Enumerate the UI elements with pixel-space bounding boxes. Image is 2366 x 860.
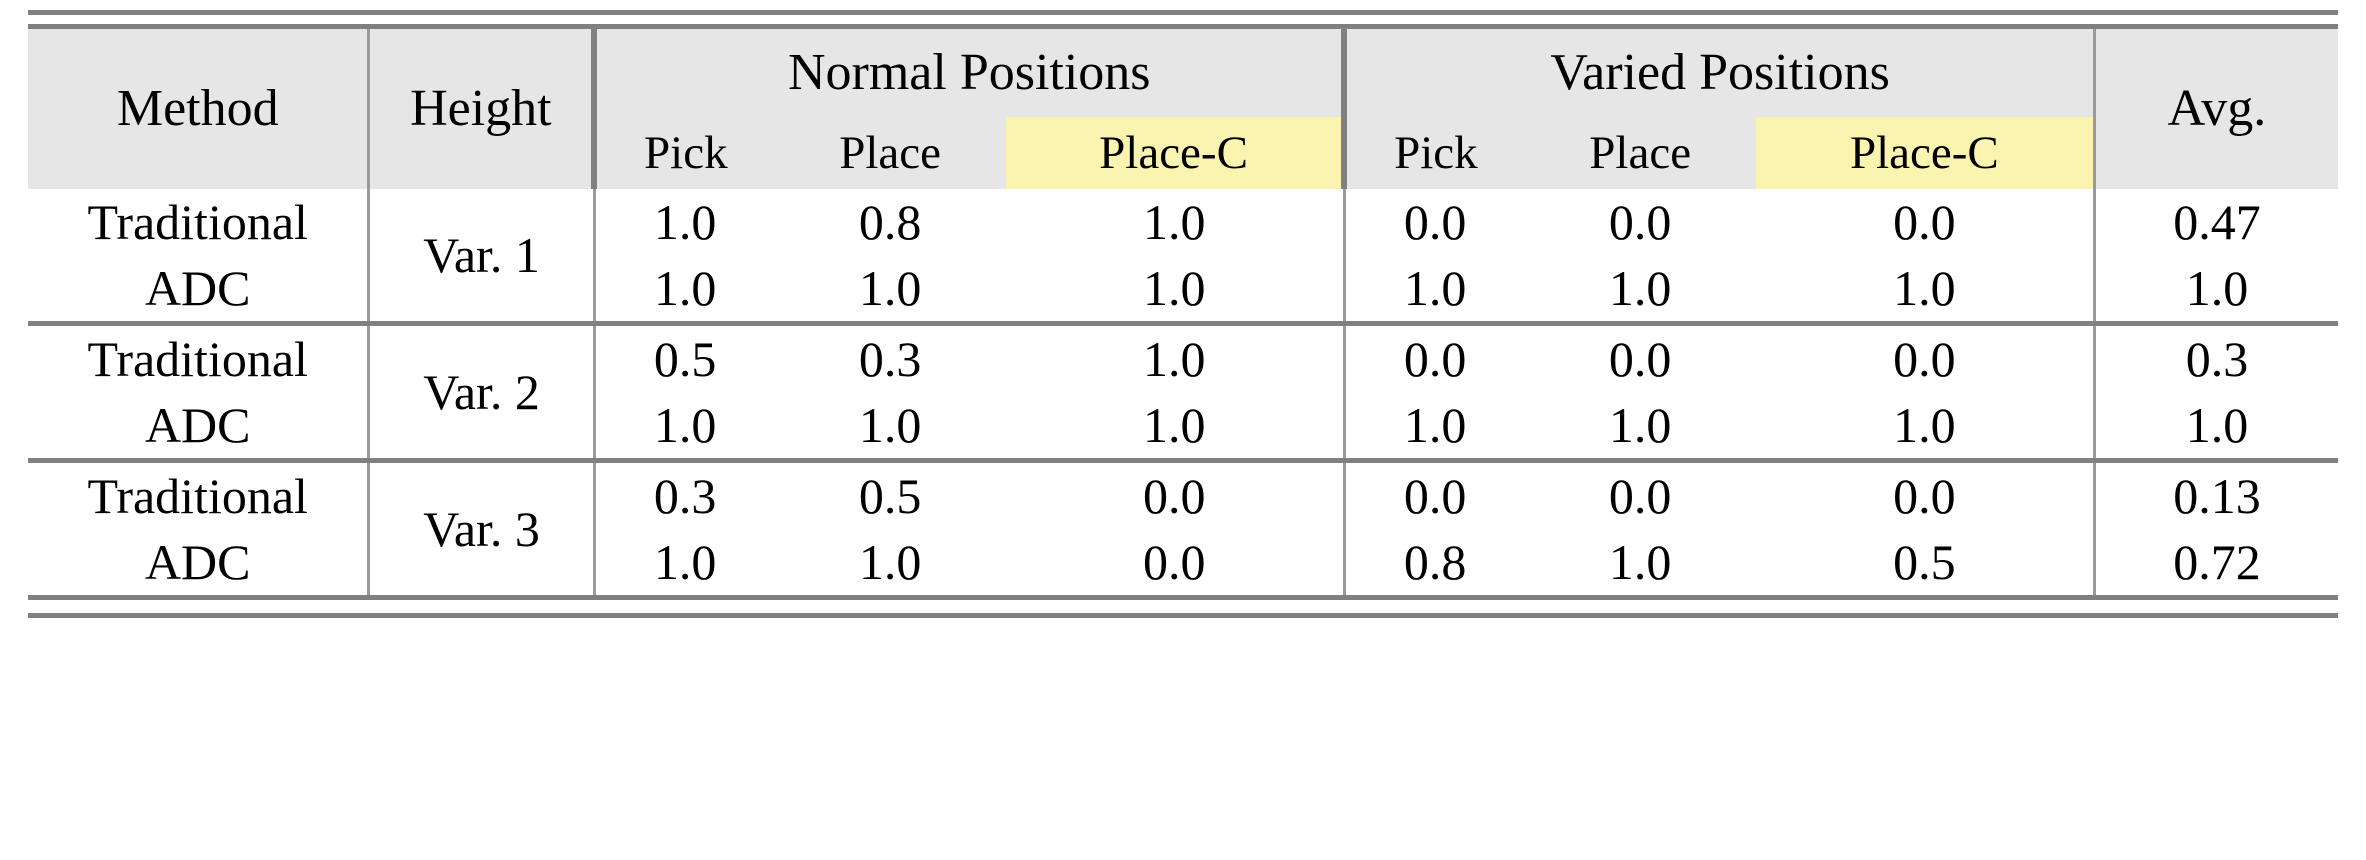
cell-method: ADC xyxy=(28,255,371,324)
cell-varied-place-c: 1.0 xyxy=(1755,255,2096,324)
cell-varied-pick: 0.0 xyxy=(1403,194,1467,250)
table-body: Traditional Var. 1 1.0 0.8 1.0 0.0 0.0 0… xyxy=(28,189,2338,595)
cell-avg: 0.13 xyxy=(2094,458,2338,529)
column-header-varied-place-c: Place-C xyxy=(1755,117,2096,189)
cell-varied-place-c: 0.5 xyxy=(1755,529,2096,595)
cell-method: Traditional xyxy=(28,321,371,392)
cell-method: ADC xyxy=(28,529,371,595)
cell-avg: 1.0 xyxy=(2185,260,2249,316)
cell-varied-pick: 0.0 xyxy=(1344,321,1525,392)
cell-normal-place: 1.0 xyxy=(858,534,922,590)
cell-height: Var. 2 xyxy=(368,321,596,461)
table-top-outer-rule xyxy=(28,10,2338,15)
column-header-normal-place: Place xyxy=(774,117,1006,189)
cell-method: Traditional xyxy=(28,189,371,255)
cell-normal-pick: 1.0 xyxy=(653,534,717,590)
cell-normal-pick: 0.5 xyxy=(594,321,775,392)
column-header-varied-pick: Pick xyxy=(1344,117,1525,189)
table-row: Traditional Var. 2 0.5 0.3 1.0 0.0 0.0 0… xyxy=(28,321,2338,461)
cell-varied-pick: 0.0 xyxy=(1344,458,1525,529)
column-header-normal-pick: Pick xyxy=(594,117,775,189)
column-header-normal-place-c: Place-C xyxy=(1005,117,1348,189)
cell-normal-place-c: 1.0 xyxy=(1005,392,1346,461)
cell-normal-place: 1.0 xyxy=(858,260,922,316)
cell-varied-pick: 1.0 xyxy=(1403,260,1467,316)
header-sub-row: Pick Place Place-C Pick Place Place-C xyxy=(28,117,2338,189)
column-header-method: Method xyxy=(28,29,371,189)
table-row: ADC 1.0 1.0 0.0 0.8 1.0 0.5 0.72 xyxy=(28,529,2338,595)
cell-varied-place: 0.0 xyxy=(1608,194,1672,250)
cell-varied-place-c: 0.0 xyxy=(1755,321,2096,392)
cell-normal-place-c: 0.0 xyxy=(1005,458,1346,529)
cell-varied-place: 0.0 xyxy=(1524,321,1756,392)
cell-normal-pick: 1.0 xyxy=(653,260,717,316)
results-table-container: Method Height Normal Positions Varied Po… xyxy=(28,10,2338,618)
column-header-avg: Avg. xyxy=(2094,29,2338,189)
cell-method: Traditional xyxy=(28,458,371,529)
table-bottom-outer-rule xyxy=(28,613,2338,618)
column-group-header-varied-positions: Varied Positions xyxy=(1344,29,2096,117)
cell-normal-place: 0.3 xyxy=(774,321,1006,392)
cell-varied-place-c: 1.0 xyxy=(1755,392,2096,461)
cell-avg: 0.72 xyxy=(2173,534,2261,590)
table-row: ADC 1.0 1.0 1.0 1.0 1.0 1.0 1.0 xyxy=(28,255,2338,324)
cell-height: Var. 3 xyxy=(368,458,596,595)
table-bottom-inner-rule xyxy=(28,595,2338,600)
cell-varied-place-c: 0.0 xyxy=(1755,189,2096,255)
table-top-rule-gap xyxy=(28,15,2338,24)
cell-varied-place: 1.0 xyxy=(1608,397,1672,453)
column-header-height: Height xyxy=(368,29,598,189)
cell-avg: 1.0 xyxy=(2185,397,2249,453)
cell-varied-pick: 1.0 xyxy=(1403,397,1467,453)
table-header: Method Height Normal Positions Varied Po… xyxy=(28,29,2338,189)
cell-varied-place-c: 0.0 xyxy=(1755,458,2096,529)
table-row: ADC 1.0 1.0 1.0 1.0 1.0 1.0 1.0 xyxy=(28,392,2338,461)
cell-varied-place: 1.0 xyxy=(1608,534,1672,590)
table-row: Traditional Var. 3 0.3 0.5 0.0 0.0 0.0 0… xyxy=(28,458,2338,595)
table-top-inner-rule xyxy=(28,24,2338,29)
cell-normal-place-c: 0.0 xyxy=(1005,529,1346,595)
cell-varied-place: 0.0 xyxy=(1524,458,1756,529)
cell-normal-place-c: 1.0 xyxy=(1005,189,1346,255)
cell-height: Var. 1 xyxy=(368,189,596,324)
cell-normal-place: 0.5 xyxy=(774,458,1006,529)
cell-normal-place-c: 1.0 xyxy=(1005,321,1346,392)
column-group-header-normal-positions: Normal Positions xyxy=(594,29,1348,117)
cell-varied-pick: 0.8 xyxy=(1403,534,1467,590)
results-table: Method Height Normal Positions Varied Po… xyxy=(28,29,2338,595)
cell-avg: 0.47 xyxy=(2173,194,2261,250)
cell-varied-place: 1.0 xyxy=(1608,260,1672,316)
cell-normal-pick: 1.0 xyxy=(653,194,717,250)
cell-normal-pick: 1.0 xyxy=(653,397,717,453)
cell-normal-place: 0.8 xyxy=(858,194,922,250)
cell-avg: 0.3 xyxy=(2094,321,2338,392)
table-bottom-rule-gap xyxy=(28,600,2338,613)
cell-method: ADC xyxy=(28,392,371,461)
table-row: Traditional Var. 1 1.0 0.8 1.0 0.0 0.0 0… xyxy=(28,189,2338,324)
column-header-varied-place: Place xyxy=(1524,117,1756,189)
cell-normal-place: 1.0 xyxy=(858,397,922,453)
header-group-row: Method Height Normal Positions Varied Po… xyxy=(28,29,2338,189)
cell-normal-pick: 0.3 xyxy=(594,458,775,529)
cell-normal-place-c: 1.0 xyxy=(1005,255,1346,324)
